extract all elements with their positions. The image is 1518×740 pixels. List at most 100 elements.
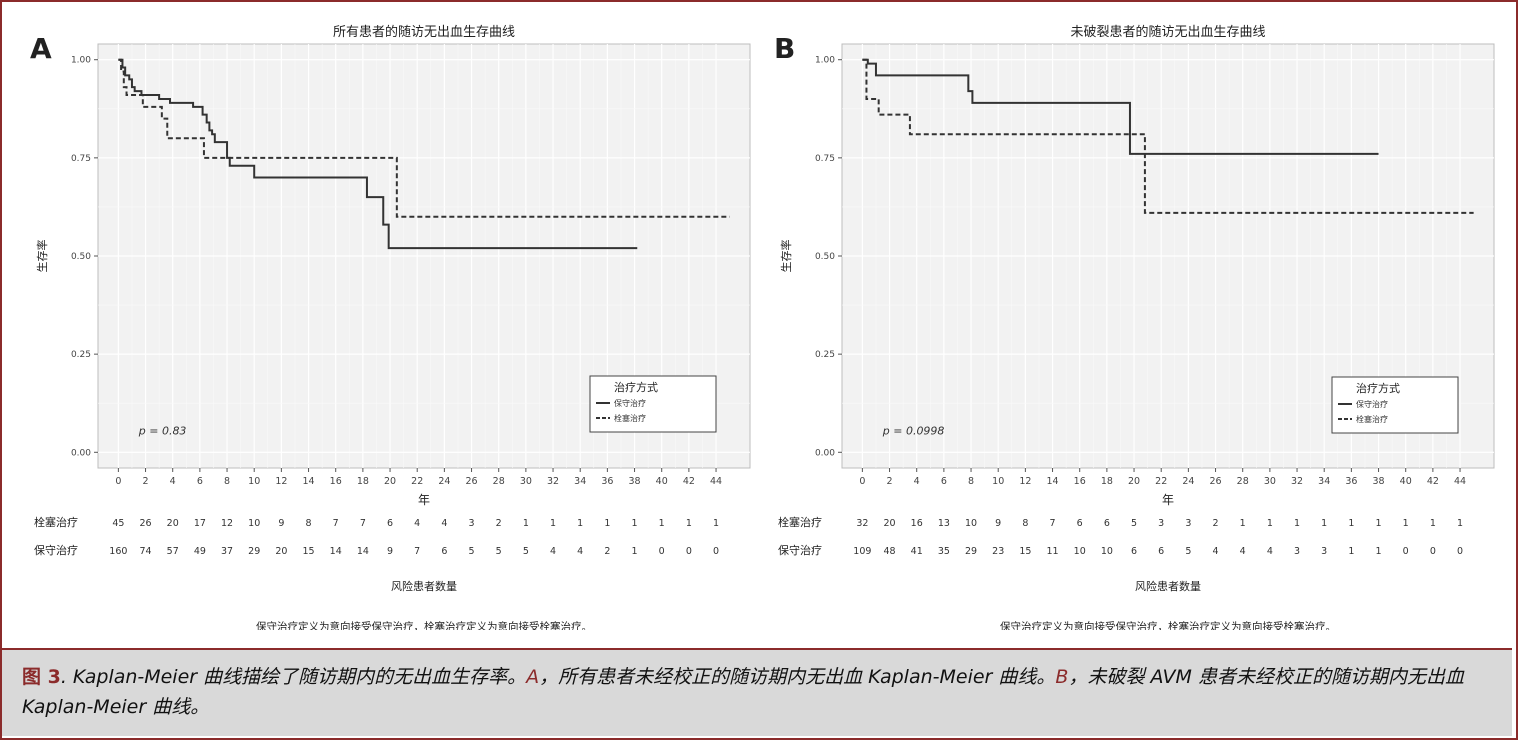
risk-row-label: 保守治疗 (34, 543, 78, 557)
risk-count: 1 (550, 518, 556, 529)
risk-table-title: 风险患者数量 (1135, 579, 1201, 593)
series-line-embolization (862, 58, 1474, 214)
x-tick-label: 6 (197, 476, 203, 487)
y-tick-label: 0.00 (815, 448, 835, 458)
x-tick-label: 22 (411, 476, 423, 487)
risk-count: 4 (1240, 546, 1246, 557)
risk-count: 20 (275, 546, 287, 557)
risk-count: 35 (938, 546, 950, 557)
caption-a-letter: A (526, 666, 540, 688)
x-tick-label: 44 (1454, 476, 1466, 487)
risk-count: 8 (306, 518, 312, 529)
risk-count: 9 (995, 518, 1001, 529)
risk-count: 109 (853, 546, 871, 557)
x-tick-label: 16 (1074, 476, 1086, 487)
risk-count: 1 (1240, 518, 1246, 529)
x-tick-label: 10 (248, 476, 260, 487)
risk-count: 1 (686, 518, 692, 529)
x-tick-label: 14 (1046, 476, 1058, 487)
risk-count: 5 (469, 546, 475, 557)
risk-count: 1 (659, 518, 665, 529)
caption-b-letter: B (1055, 666, 1069, 688)
y-tick-label: 0.50 (71, 252, 91, 262)
x-tick-label: 38 (1372, 476, 1384, 487)
risk-count: 3 (469, 518, 475, 529)
x-tick-label: 4 (170, 476, 176, 487)
x-tick-label: 32 (547, 476, 559, 487)
x-tick-label: 28 (1237, 476, 1249, 487)
risk-count: 0 (659, 546, 665, 557)
risk-count: 4 (1267, 546, 1273, 557)
chart-title: 所有患者的随访无出血生存曲线 (333, 24, 515, 40)
risk-count: 5 (1131, 518, 1137, 529)
x-tick-label: 24 (438, 476, 450, 487)
x-tick-label: 36 (1345, 476, 1357, 487)
x-tick-label: 14 (302, 476, 314, 487)
risk-count: 1 (1267, 518, 1273, 529)
risk-count: 48 (883, 546, 895, 557)
risk-count: 160 (109, 546, 127, 557)
y-tick-label: 0.75 (815, 154, 835, 164)
x-tick-label: 24 (1182, 476, 1194, 487)
risk-count: 7 (1050, 518, 1056, 529)
risk-count: 1 (604, 518, 610, 529)
x-tick-label: 34 (574, 476, 586, 487)
x-tick-label: 34 (1318, 476, 1330, 487)
x-tick-label: 12 (275, 476, 287, 487)
legend-item-label: 栓塞治疗 (614, 413, 646, 423)
risk-count: 1 (713, 518, 719, 529)
figure-caption: 图 3. Kaplan-Meier 曲线描绘了随访期内的无出血生存率。A，所有患… (22, 662, 1492, 722)
risk-count: 10 (248, 518, 260, 529)
risk-count: 1 (1457, 518, 1463, 529)
risk-count: 6 (1131, 546, 1137, 557)
risk-count: 1 (523, 518, 529, 529)
risk-count: 9 (278, 518, 284, 529)
risk-count: 14 (330, 546, 342, 557)
risk-count: 0 (1403, 546, 1409, 557)
x-tick-label: 0 (859, 476, 865, 487)
risk-count: 1 (1376, 546, 1382, 557)
figure-panels: A 所有患者的随访无出血生存曲线 0.00 0.25 0.50 0.75 1.00 0 2 4 6 8… (20, 16, 1500, 630)
x-tick-label: 4 (914, 476, 920, 487)
risk-count: 5 (496, 546, 502, 557)
x-tick-label: 42 (683, 476, 695, 487)
legend-box (1331, 376, 1459, 434)
risk-count: 0 (686, 546, 692, 557)
risk-count: 37 (221, 546, 233, 557)
risk-count: 10 (1074, 546, 1086, 557)
panel-a: A 所有患者的随访无出血生存曲线 0.00 0.25 0.50 0.75 1.00 0 2 4 6 8… (20, 16, 760, 630)
x-tick-label: 26 (465, 476, 477, 487)
risk-count: 1 (577, 518, 583, 529)
risk-count: 14 (357, 546, 369, 557)
risk-count: 15 (1019, 546, 1031, 557)
x-tick-label: 26 (1209, 476, 1221, 487)
x-tick-label: 44 (710, 476, 722, 487)
risk-count: 4 (441, 518, 447, 529)
risk-count: 1 (1294, 518, 1300, 529)
legend-item-label: 栓塞治疗 (1356, 414, 1388, 424)
panel-letter: A (30, 32, 52, 65)
risk-count: 4 (550, 546, 556, 557)
x-tick-label: 36 (601, 476, 613, 487)
series-line-conservative (118, 58, 638, 250)
x-tick-label: 38 (628, 476, 640, 487)
risk-count: 6 (1158, 546, 1164, 557)
x-axis-label: 年 (1162, 493, 1174, 507)
caption-box: 图 3. Kaplan-Meier 曲线描绘了随访期内的无出血生存率。A，所有患… (2, 648, 1512, 736)
x-tick-label: 30 (1264, 476, 1276, 487)
risk-count: 74 (139, 546, 151, 557)
x-tick-label: 18 (357, 476, 369, 487)
risk-count: 1 (1403, 518, 1409, 529)
caption-b-text: ，未破裂 AVM 患者未经校正的随访期内无出血 Kaplan-Meier 曲线。 (22, 666, 1464, 718)
x-tick-label: 2 (143, 476, 149, 487)
risk-count: 6 (1077, 518, 1083, 529)
risk-count: 2 (1213, 518, 1219, 529)
x-tick-label: 0 (115, 476, 121, 487)
x-tick-label: 32 (1291, 476, 1303, 487)
legend-title: 治疗方式 (614, 380, 658, 394)
risk-count: 29 (965, 546, 977, 557)
series-line-embolization (118, 58, 730, 218)
legend-item-label: 保守治疗 (1356, 399, 1388, 409)
risk-count: 7 (360, 518, 366, 529)
